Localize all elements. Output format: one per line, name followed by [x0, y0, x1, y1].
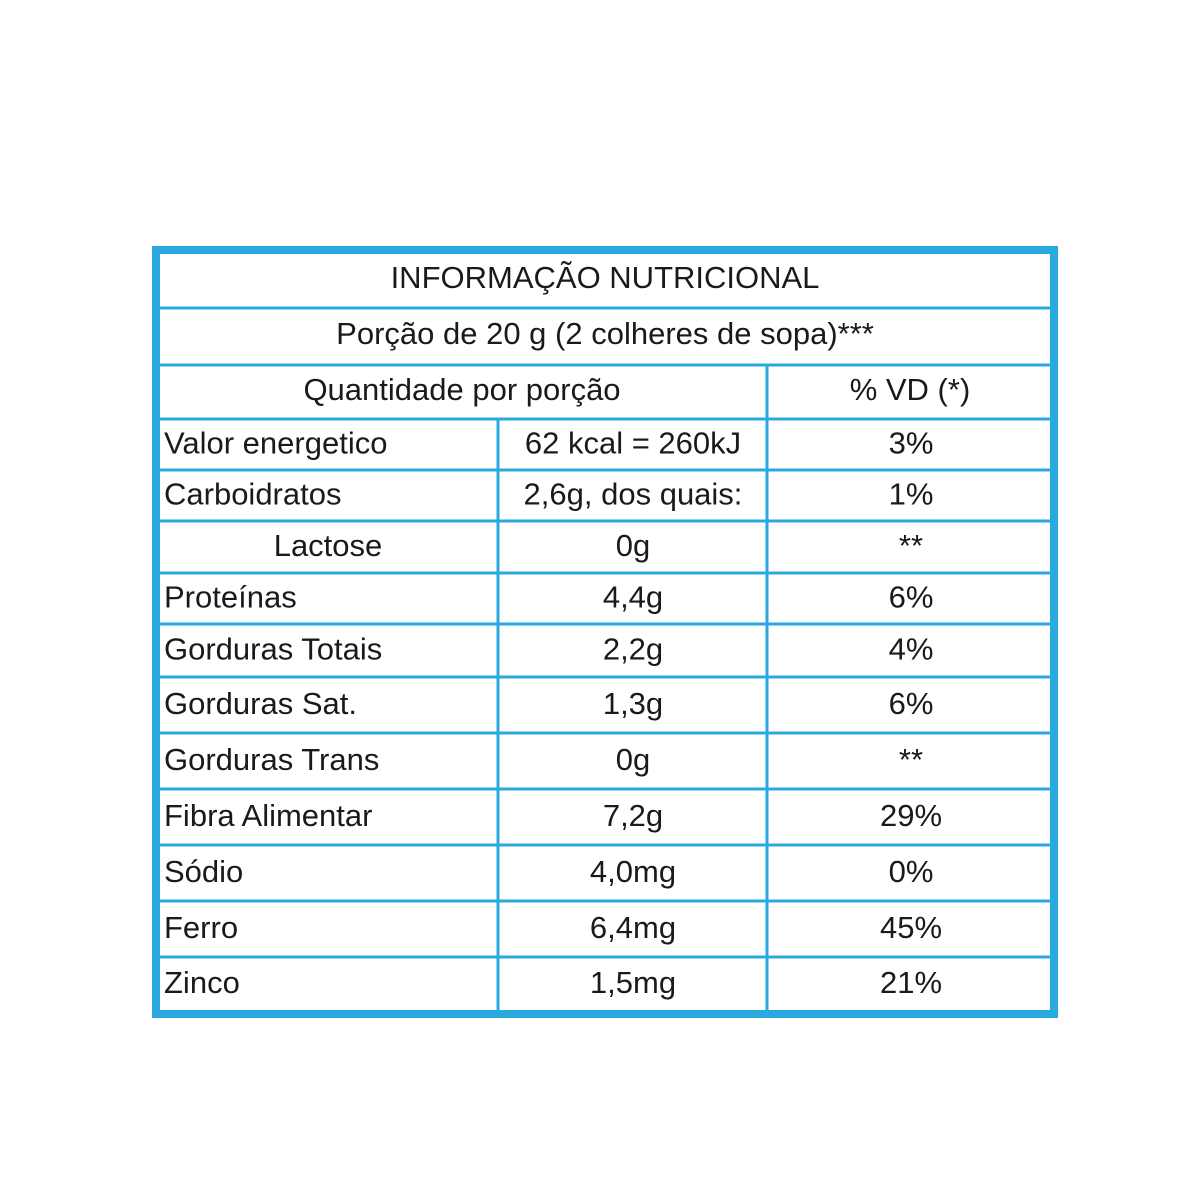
amount: 4,4g: [603, 580, 663, 615]
nutrient-name: Gorduras Totais: [164, 632, 382, 667]
nutrient-name: Sódio: [164, 854, 243, 889]
amount: 0g: [616, 528, 650, 563]
daily-value: 45%: [880, 910, 942, 945]
amount: 62 kcal = 260kJ: [525, 426, 741, 461]
daily-value: 6%: [889, 686, 934, 721]
nutrient-name: Valor energetico: [164, 426, 387, 461]
amount: 7,2g: [603, 798, 663, 833]
portion: Porção de 20 g (2 colheres de sopa)***: [336, 316, 874, 351]
daily-value: 4%: [889, 632, 934, 667]
amount: 2,6g, dos quais:: [524, 477, 743, 512]
daily-value: **: [899, 742, 923, 777]
daily-value: 0%: [889, 854, 934, 889]
daily-value: 21%: [880, 965, 942, 1000]
nutrient-name: Zinco: [164, 965, 240, 1000]
amount: 4,0mg: [590, 854, 676, 889]
nutrient-name: Lactose: [274, 528, 383, 563]
daily-value: 3%: [889, 426, 934, 461]
nutrient-name: Gorduras Sat.: [164, 686, 357, 721]
column-header: Quantidade por porção: [303, 372, 620, 407]
daily-value: 29%: [880, 798, 942, 833]
amount: 0g: [616, 742, 650, 777]
daily-value: 6%: [889, 580, 934, 615]
amount: 1,5mg: [590, 965, 676, 1000]
inner-border: [158, 252, 1052, 1012]
amount: 2,2g: [603, 632, 663, 667]
column-header: % VD (*): [850, 372, 971, 407]
title: INFORMAÇÃO NUTRICIONAL: [391, 260, 820, 295]
nutrient-name: Fibra Alimentar: [164, 798, 372, 833]
outer-border: [152, 246, 1058, 1018]
nutrient-name: Carboidratos: [164, 477, 341, 512]
nutrient-name: Ferro: [164, 910, 238, 945]
amount: 1,3g: [603, 686, 663, 721]
nutrient-name: Proteínas: [164, 580, 297, 615]
amount: 6,4mg: [590, 910, 676, 945]
nutrient-name: Gorduras Trans: [164, 742, 379, 777]
daily-value: 1%: [889, 477, 934, 512]
daily-value: **: [899, 528, 923, 563]
